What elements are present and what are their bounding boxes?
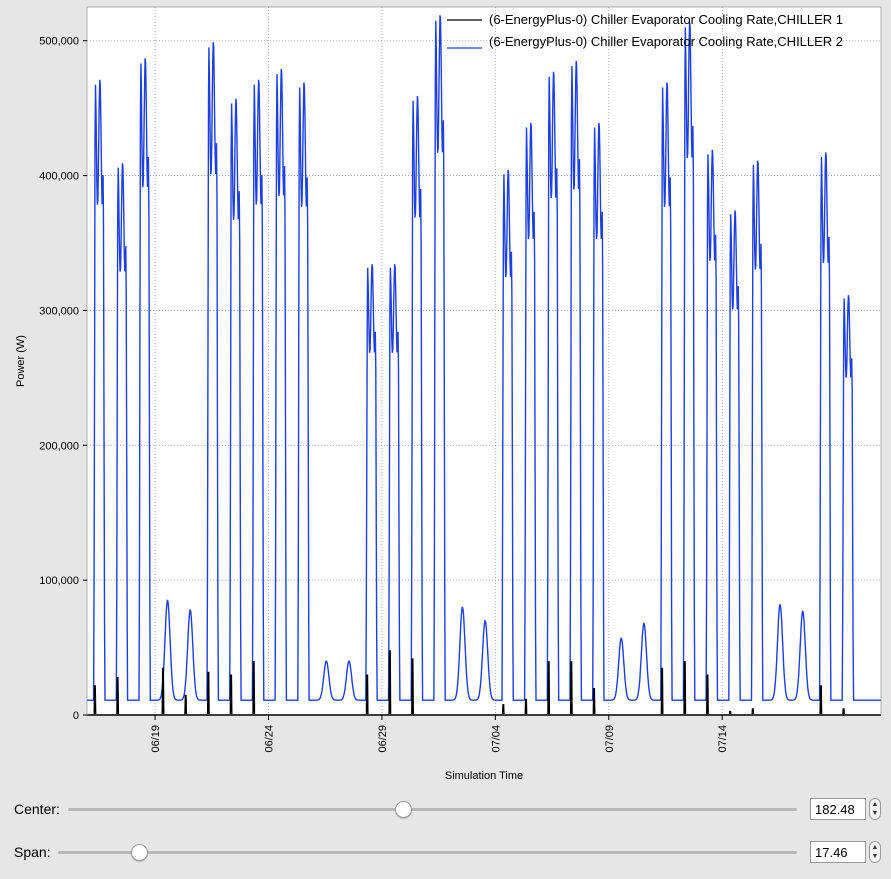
span-spinner[interactable]: ▲ ▼ xyxy=(869,841,881,863)
y-tick-label: 0 xyxy=(73,710,79,722)
center-slider-track[interactable] xyxy=(68,808,797,811)
span-input[interactable] xyxy=(810,841,866,863)
x-tick-label: 07/04 xyxy=(490,725,502,753)
x-tick-label: 06/19 xyxy=(150,725,162,753)
center-spin-up-icon[interactable]: ▲ xyxy=(871,801,879,808)
span-spin-up-icon[interactable]: ▲ xyxy=(871,844,879,851)
legend-label-chiller-1: (6-EnergyPlus-0) Chiller Evaporator Cool… xyxy=(489,12,843,27)
span-slider-thumb[interactable] xyxy=(131,844,149,861)
x-tick-label: 07/14 xyxy=(717,725,729,753)
plot-frame xyxy=(86,6,882,716)
span-label: Span: xyxy=(14,844,51,860)
legend: (6-EnergyPlus-0) Chiller Evaporator Cool… xyxy=(447,12,843,49)
plot-background xyxy=(87,7,881,715)
center-spin-down-icon[interactable]: ▼ xyxy=(871,810,879,817)
series-chiller-2 xyxy=(87,15,881,701)
span-control: Span: ▲ ▼ xyxy=(0,841,891,865)
series-chiller-2-line xyxy=(87,15,881,701)
y-tick-label: 100,000 xyxy=(39,575,79,587)
x-tick-label: 07/09 xyxy=(604,725,616,753)
y-tick-label: 500,000 xyxy=(39,36,79,48)
center-slider-thumb[interactable] xyxy=(395,801,413,818)
x-tick-label: 06/24 xyxy=(263,725,275,753)
chart: 0 100,000 200,000 300,000 400,000 500,000 06/… xyxy=(15,6,882,782)
y-ticks: 0 100,000 200,000 300,000 400,000 500,000 xyxy=(39,36,87,722)
y-tick-label: 300,000 xyxy=(39,305,79,317)
y-axis-label: Power (W) xyxy=(15,335,27,387)
span-slider-track[interactable] xyxy=(58,851,797,854)
y-tick-label: 400,000 xyxy=(39,171,79,183)
center-spinner[interactable]: ▲ ▼ xyxy=(869,798,881,820)
legend-label-chiller-2: (6-EnergyPlus-0) Chiller Evaporator Cool… xyxy=(489,34,843,49)
center-label: Center: xyxy=(14,801,60,817)
center-control: Center: ▲ ▼ xyxy=(0,798,891,822)
x-ticks: 06/19 06/24 06/29 07/04 07/09 07/14 xyxy=(150,715,729,753)
y-tick-label: 200,000 xyxy=(39,440,79,452)
x-tick-label: 06/29 xyxy=(377,725,389,753)
grid xyxy=(87,7,881,715)
span-spin-down-icon[interactable]: ▼ xyxy=(871,853,879,860)
center-input[interactable] xyxy=(810,798,866,820)
x-axis-label: Simulation Time xyxy=(445,770,523,782)
